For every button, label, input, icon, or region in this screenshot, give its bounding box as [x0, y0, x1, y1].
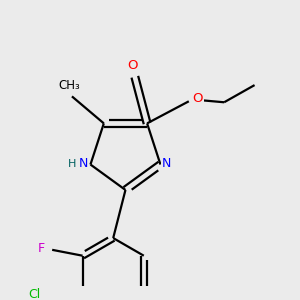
- Text: N: N: [162, 157, 172, 170]
- Text: H: H: [68, 158, 76, 169]
- Text: CH₃: CH₃: [58, 79, 80, 92]
- Text: N: N: [78, 157, 88, 170]
- Text: Cl: Cl: [28, 288, 40, 300]
- Text: O: O: [127, 59, 138, 73]
- Text: F: F: [38, 242, 45, 255]
- Text: O: O: [192, 92, 203, 105]
